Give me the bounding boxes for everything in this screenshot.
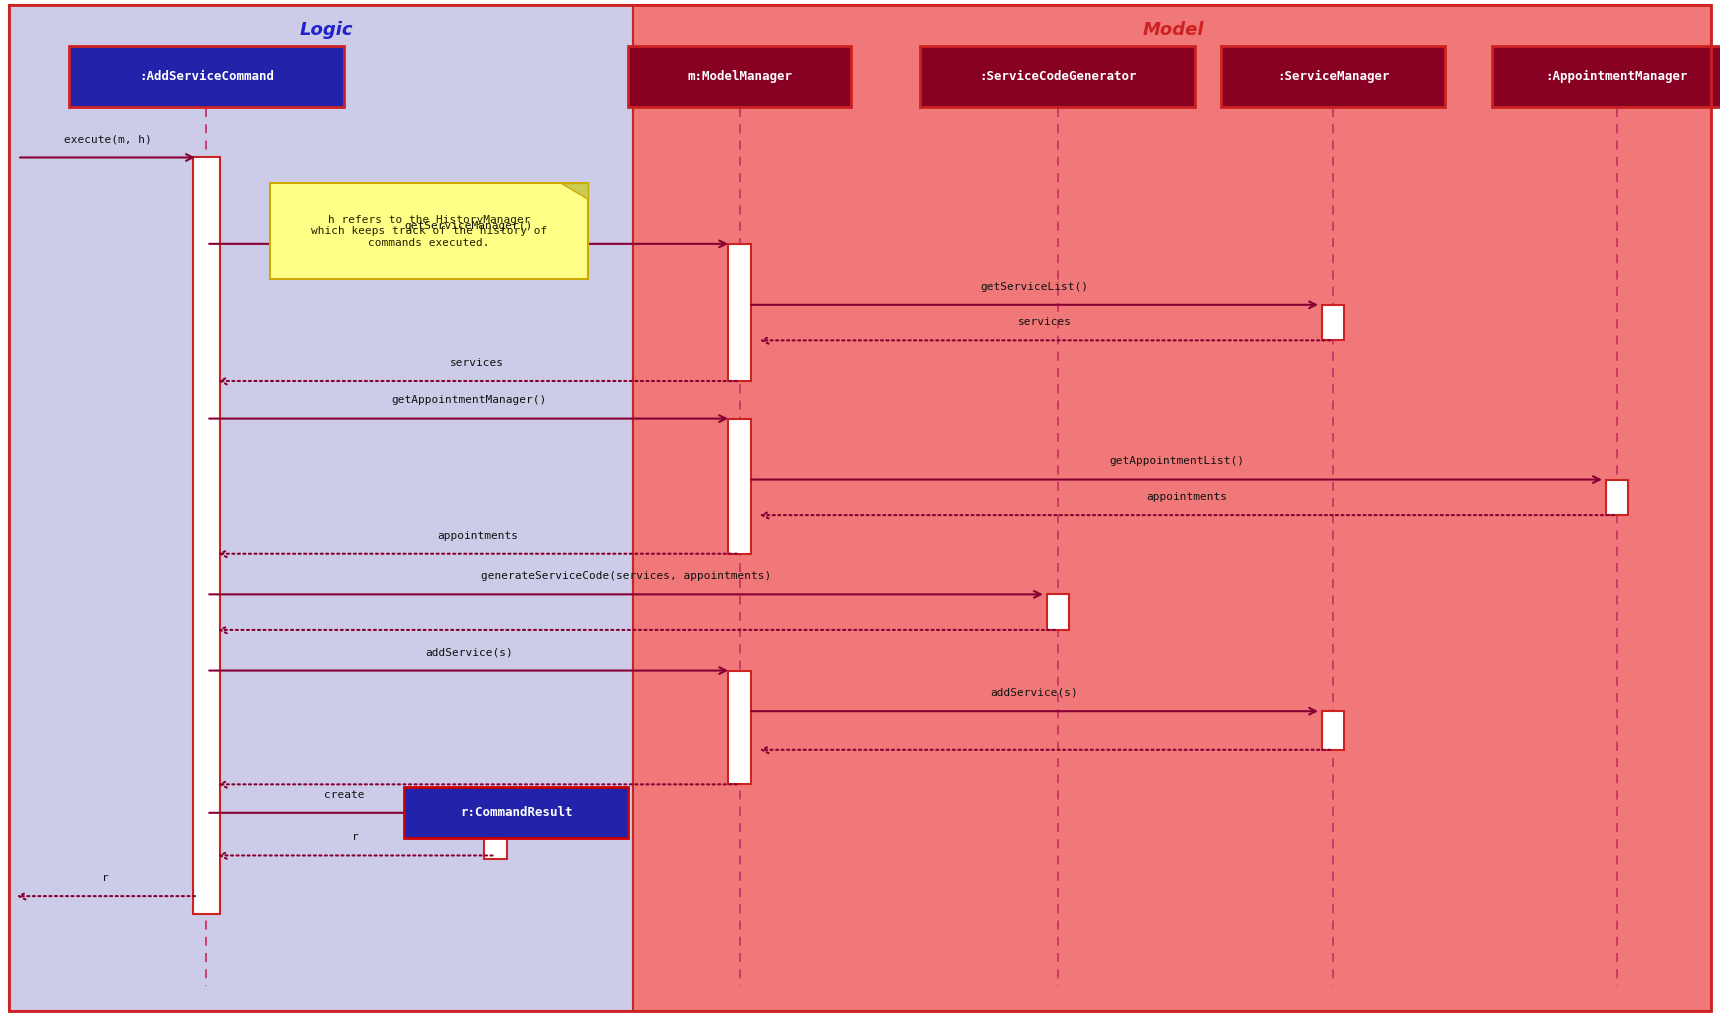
FancyBboxPatch shape bbox=[1323, 305, 1345, 340]
FancyBboxPatch shape bbox=[920, 46, 1195, 107]
Text: :AppointmentManager: :AppointmentManager bbox=[1546, 70, 1687, 82]
FancyBboxPatch shape bbox=[628, 46, 851, 107]
Text: r:CommandResult: r:CommandResult bbox=[459, 807, 573, 819]
Polygon shape bbox=[561, 183, 588, 199]
Text: services: services bbox=[1018, 317, 1072, 327]
FancyBboxPatch shape bbox=[1605, 480, 1627, 515]
Text: getAppointmentList(): getAppointmentList() bbox=[1109, 456, 1244, 466]
FancyBboxPatch shape bbox=[404, 787, 628, 838]
FancyBboxPatch shape bbox=[729, 671, 750, 784]
Text: addService(s): addService(s) bbox=[425, 647, 513, 657]
Text: :ServiceCodeGenerator: :ServiceCodeGenerator bbox=[979, 70, 1137, 82]
FancyBboxPatch shape bbox=[1323, 711, 1345, 750]
Text: m:ModelManager: m:ModelManager bbox=[686, 70, 793, 82]
FancyBboxPatch shape bbox=[729, 244, 750, 381]
Text: addService(s): addService(s) bbox=[991, 688, 1078, 698]
Text: appointments: appointments bbox=[437, 530, 518, 541]
FancyBboxPatch shape bbox=[1491, 46, 1720, 107]
Text: create: create bbox=[323, 789, 365, 800]
Text: getServiceList(): getServiceList() bbox=[980, 281, 1089, 292]
Text: getAppointmentManager(): getAppointmentManager() bbox=[390, 395, 547, 405]
Text: r: r bbox=[103, 873, 108, 883]
Text: services: services bbox=[451, 358, 504, 368]
Text: execute(m, h): execute(m, h) bbox=[64, 134, 151, 144]
Text: Logic: Logic bbox=[299, 21, 354, 40]
FancyBboxPatch shape bbox=[729, 419, 750, 554]
Text: generateServiceCode(services, appointments): generateServiceCode(services, appointmen… bbox=[482, 571, 771, 581]
Text: :AddServiceCommand: :AddServiceCommand bbox=[139, 70, 273, 82]
FancyBboxPatch shape bbox=[270, 183, 588, 279]
Text: :ServiceManager: :ServiceManager bbox=[1276, 70, 1390, 82]
Text: h refers to the HistoryManager
which keeps track of the history of
commands exec: h refers to the HistoryManager which kee… bbox=[311, 214, 547, 248]
FancyBboxPatch shape bbox=[633, 5, 1711, 1011]
Text: appointments: appointments bbox=[1146, 492, 1228, 502]
FancyBboxPatch shape bbox=[69, 46, 344, 107]
FancyBboxPatch shape bbox=[9, 5, 633, 1011]
Text: r: r bbox=[353, 832, 358, 842]
FancyBboxPatch shape bbox=[1046, 594, 1070, 630]
FancyBboxPatch shape bbox=[485, 818, 506, 859]
Text: Model: Model bbox=[1142, 21, 1204, 40]
FancyBboxPatch shape bbox=[1221, 46, 1445, 107]
FancyBboxPatch shape bbox=[193, 157, 220, 914]
Text: getServiceManager(): getServiceManager() bbox=[404, 220, 533, 231]
